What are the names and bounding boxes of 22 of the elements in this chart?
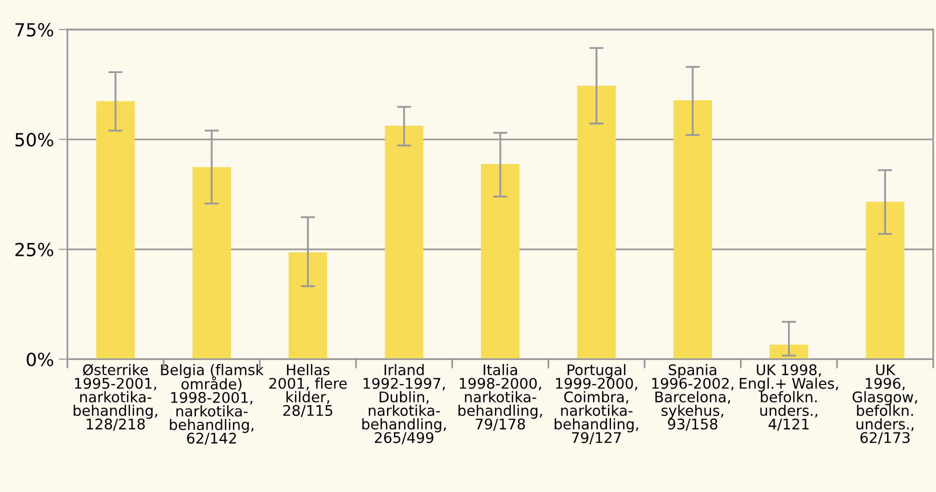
- bar: [288, 252, 328, 360]
- y-tick-label: 0%: [26, 352, 54, 366]
- bar: [673, 100, 712, 360]
- bar: [770, 344, 808, 360]
- bar: [481, 164, 520, 360]
- x-tick-label: Østerrike 1995-2001, narkotika- behandling, 128/218: [74, 364, 158, 431]
- bar: [866, 202, 904, 360]
- x-tick-label: Irland 1992-1997, Dublin, narkotika- behandling, 265/499: [362, 364, 446, 444]
- y-tick-label: 75%: [16, 22, 54, 37]
- bar: [192, 167, 231, 360]
- x-tick-label: Spania 1996-2002, Barcelona, sykehus, 93/158: [652, 364, 734, 431]
- x-tick-label: Belgia (flamsk område) 1998-2001, narkotika- behandling, 62/142: [161, 364, 264, 445]
- x-tick-label: Portugal 1999-2000, Coimbra, narkotika- behandling, 79/127: [554, 364, 638, 444]
- x-tick-label: UK 1998, Engl.+ Wales, befolkn. unders., 4/121: [740, 364, 838, 431]
- y-tick-label: 50%: [15, 132, 54, 147]
- x-tick-label: Italia 1998-2000, narkotika- behandling, 79/178: [458, 364, 542, 431]
- y-tick-label: 25%: [15, 242, 54, 256]
- x-tick-label: Hellas 2001, flere kilder, 28/115: [269, 364, 347, 418]
- bar: [577, 86, 616, 360]
- bar: [384, 126, 424, 360]
- x-tick-label: UK 1996, Glasgow, befolkn. unders., 62/173: [852, 364, 917, 444]
- bar: [96, 101, 135, 360]
